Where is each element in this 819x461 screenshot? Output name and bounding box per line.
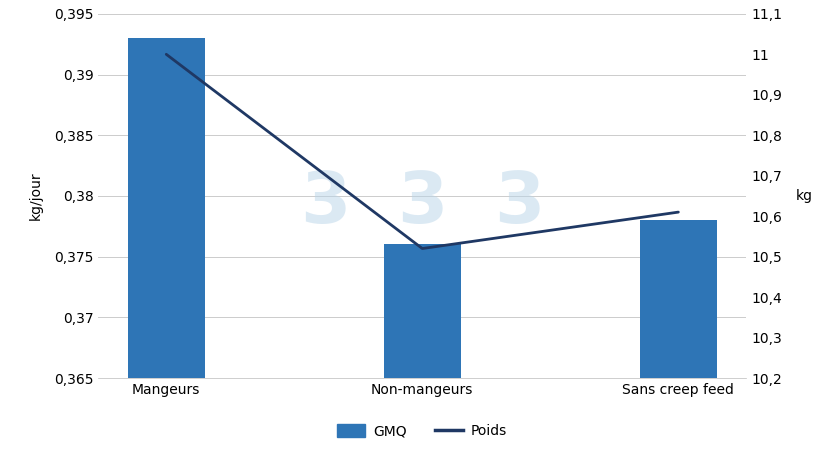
Bar — [128, 38, 205, 461]
Legend: GMQ, Poids: GMQ, Poids — [332, 419, 512, 444]
Y-axis label: kg: kg — [794, 189, 812, 203]
Text: 3: 3 — [300, 169, 350, 238]
Text: 3: 3 — [494, 169, 544, 238]
Y-axis label: kg/jour: kg/jour — [29, 171, 43, 220]
Bar — [383, 244, 460, 461]
Text: 3: 3 — [396, 169, 447, 238]
Bar — [639, 220, 716, 461]
